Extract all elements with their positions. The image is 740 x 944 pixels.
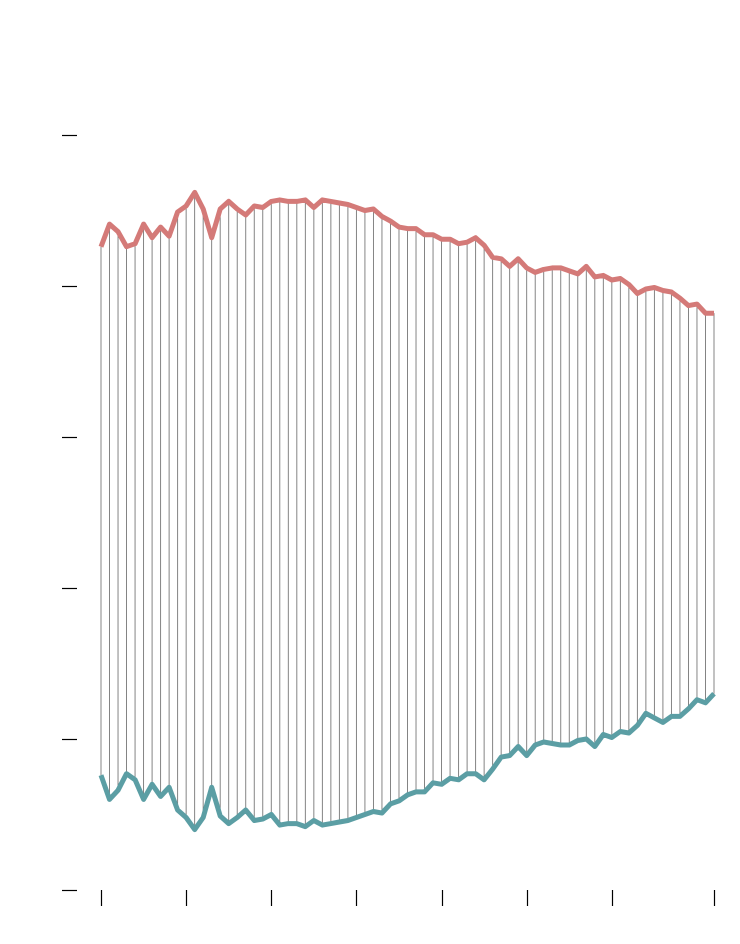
series-line-lower (98, 691, 716, 833)
y-axis-ticks (62, 134, 77, 892)
series-lines (98, 189, 716, 833)
x-axis-ticks (100, 890, 716, 906)
series-line-upper (98, 189, 714, 316)
drop-lines (100, 192, 715, 830)
